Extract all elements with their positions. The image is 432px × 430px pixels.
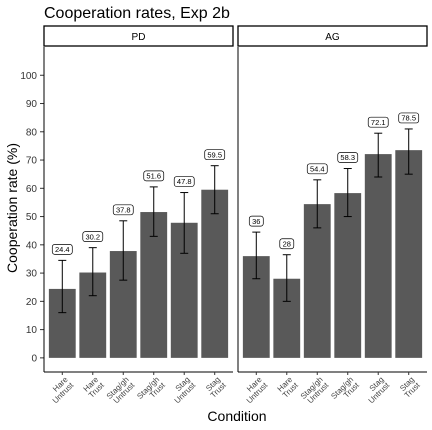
data-label-box: [337, 152, 359, 163]
x-tick-label: HareUntrust: [239, 375, 270, 406]
x-tick-label: Stag/ghUntrust: [299, 375, 331, 407]
chart-title: Cooperation rates, Exp 2b: [44, 5, 230, 22]
y-tick-label: 90: [26, 99, 38, 110]
data-label-box: [306, 163, 328, 175]
x-tick-label: Stag/ghUntrust: [105, 375, 137, 407]
y-tick-label: 0: [31, 353, 37, 364]
y-tick-label: 50: [26, 212, 38, 223]
x-tick-label: StagUntrust: [361, 375, 392, 406]
data-label-box: [82, 231, 104, 243]
y-axis: 0 10 20 30 40 50 60 70 80 90 100: [20, 71, 44, 364]
data-label: 58.3: [340, 153, 355, 162]
x-tick-label: StagUntrust: [167, 375, 198, 406]
y-tick-label: 70: [26, 156, 38, 167]
data-label: 30.2: [85, 232, 100, 241]
y-tick-label: 80: [26, 127, 38, 138]
data-label-box: [248, 215, 264, 227]
data-label-box: [204, 149, 226, 161]
facet-strip: [43, 25, 234, 47]
data-label-box: [51, 244, 73, 255]
bar: [395, 150, 423, 358]
data-label: 24.4: [55, 245, 70, 254]
y-tick-label: 20: [26, 297, 38, 308]
facet-strip: [237, 25, 428, 47]
data-label-box: [173, 176, 195, 187]
facet-strip-label: AG: [325, 32, 340, 43]
x-tick-label: StagTrust: [203, 375, 228, 400]
facet-strip-label: PD: [132, 32, 146, 43]
facet-panels: PD 24.4 HareUntrust 30.2 HareTrust 37.8 Stag/g…: [43, 25, 428, 407]
x-tick-label: StagTrust: [397, 375, 422, 400]
y-tick-label: 100: [20, 71, 37, 82]
data-label-box: [367, 116, 389, 128]
data-label-box: [398, 112, 420, 124]
data-label: 72.1: [371, 118, 386, 127]
x-tick-label: HareUntrust: [45, 375, 76, 406]
y-axis-label: Cooperation rate (%): [4, 143, 20, 273]
bar: [201, 189, 229, 358]
data-label: 59.5: [207, 150, 222, 159]
x-tick-label: HareTrust: [275, 375, 300, 400]
data-label-box: [112, 204, 134, 216]
data-label-box: [279, 238, 295, 250]
y-tick-label: 40: [26, 240, 38, 251]
x-tick-label: Stag/ghTrust: [329, 375, 361, 407]
data-label: 78.5: [401, 114, 416, 123]
x-tick-label: Stag/ghTrust: [135, 375, 167, 407]
bar: [364, 154, 392, 358]
panel-pd: PD 24.4 HareUntrust 30.2 HareTrust 37.8 Stag/g…: [43, 25, 234, 407]
data-label: 37.8: [116, 206, 131, 215]
bar: [334, 193, 362, 358]
x-tick-label: HareTrust: [81, 375, 106, 400]
data-label: 47.8: [177, 177, 192, 186]
y-tick-label: 30: [26, 269, 38, 280]
y-tick-label: 60: [26, 184, 38, 195]
data-label: 51.6: [146, 172, 161, 181]
data-label: 54.4: [310, 165, 325, 174]
data-label: 36: [252, 217, 260, 226]
data-label: 28: [283, 239, 291, 248]
panel-ag: AG 36 HareUntrust 28 HareTrust 54.4 Stag/ghUnt…: [237, 25, 428, 407]
x-axis-label: Condition: [207, 408, 266, 424]
bar: [303, 204, 331, 358]
y-tick-label: 10: [26, 325, 38, 336]
data-label-box: [143, 170, 165, 182]
